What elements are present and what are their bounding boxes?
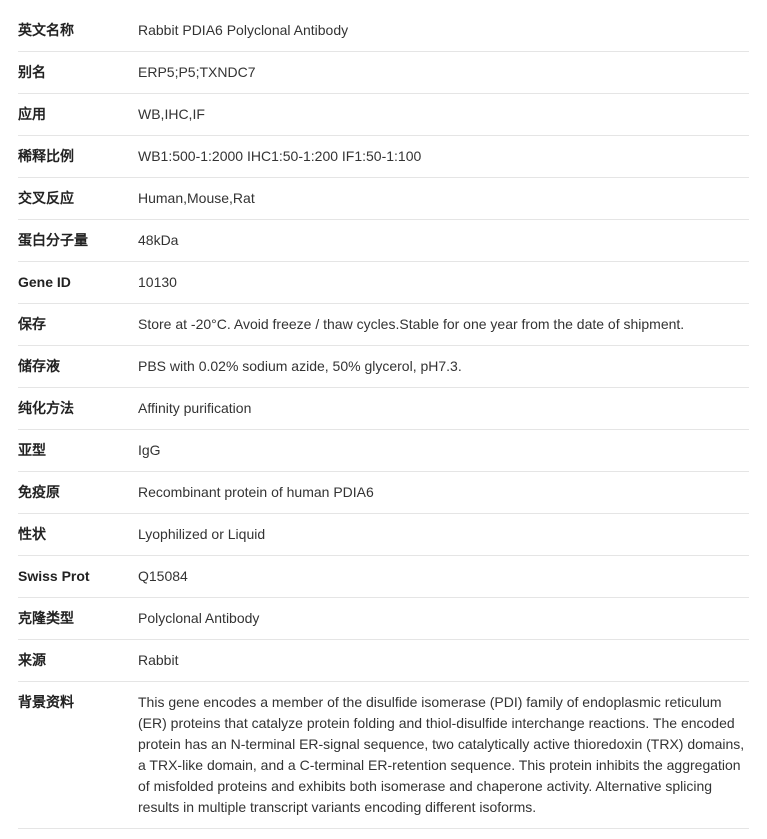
spec-label: 纯化方法 [18,388,138,430]
table-row: 保存Store at -20°C. Avoid freeze / thaw cy… [18,304,749,346]
spec-label: 别名 [18,52,138,94]
table-row: 交叉反应Human,Mouse,Rat [18,178,749,220]
table-row: 性状Lyophilized or Liquid [18,514,749,556]
spec-label: Swiss Prot [18,556,138,598]
spec-value: Rabbit [138,640,749,682]
spec-label: 保存 [18,304,138,346]
spec-value: 48kDa [138,220,749,262]
spec-value: WB,IHC,IF [138,94,749,136]
table-row: 背景资料This gene encodes a member of the di… [18,682,749,829]
spec-label: Gene ID [18,262,138,304]
spec-label: 亚型 [18,430,138,472]
product-spec-table: 英文名称Rabbit PDIA6 Polyclonal Antibody 别名E… [18,10,749,829]
spec-label: 英文名称 [18,10,138,52]
table-row: 亚型IgG [18,430,749,472]
table-row: 稀释比例WB1:500-1:2000 IHC1:50-1:200 IF1:50-… [18,136,749,178]
table-row: 应用WB,IHC,IF [18,94,749,136]
spec-label: 储存液 [18,346,138,388]
spec-value: Recombinant protein of human PDIA6 [138,472,749,514]
spec-value: ERP5;P5;TXNDC7 [138,52,749,94]
spec-label: 背景资料 [18,682,138,829]
spec-label: 稀释比例 [18,136,138,178]
spec-value: This gene encodes a member of the disulf… [138,682,749,829]
spec-value: PBS with 0.02% sodium azide, 50% glycero… [138,346,749,388]
table-row: 纯化方法Affinity purification [18,388,749,430]
spec-value: Rabbit PDIA6 Polyclonal Antibody [138,10,749,52]
table-row: 别名ERP5;P5;TXNDC7 [18,52,749,94]
spec-label: 免疫原 [18,472,138,514]
spec-value: Human,Mouse,Rat [138,178,749,220]
spec-tbody: 英文名称Rabbit PDIA6 Polyclonal Antibody 别名E… [18,10,749,829]
spec-value: Lyophilized or Liquid [138,514,749,556]
spec-label: 蛋白分子量 [18,220,138,262]
spec-value: IgG [138,430,749,472]
spec-value: 10130 [138,262,749,304]
table-row: 蛋白分子量48kDa [18,220,749,262]
table-row: 克隆类型Polyclonal Antibody [18,598,749,640]
spec-value: Store at -20°C. Avoid freeze / thaw cycl… [138,304,749,346]
table-row: 英文名称Rabbit PDIA6 Polyclonal Antibody [18,10,749,52]
table-row: Gene ID10130 [18,262,749,304]
table-row: Swiss ProtQ15084 [18,556,749,598]
spec-value: Polyclonal Antibody [138,598,749,640]
spec-label: 性状 [18,514,138,556]
spec-value: Q15084 [138,556,749,598]
spec-value: Affinity purification [138,388,749,430]
spec-value: WB1:500-1:2000 IHC1:50-1:200 IF1:50-1:10… [138,136,749,178]
table-row: 免疫原Recombinant protein of human PDIA6 [18,472,749,514]
spec-label: 交叉反应 [18,178,138,220]
spec-label: 克隆类型 [18,598,138,640]
spec-label: 应用 [18,94,138,136]
table-row: 储存液PBS with 0.02% sodium azide, 50% glyc… [18,346,749,388]
spec-label: 来源 [18,640,138,682]
table-row: 来源Rabbit [18,640,749,682]
